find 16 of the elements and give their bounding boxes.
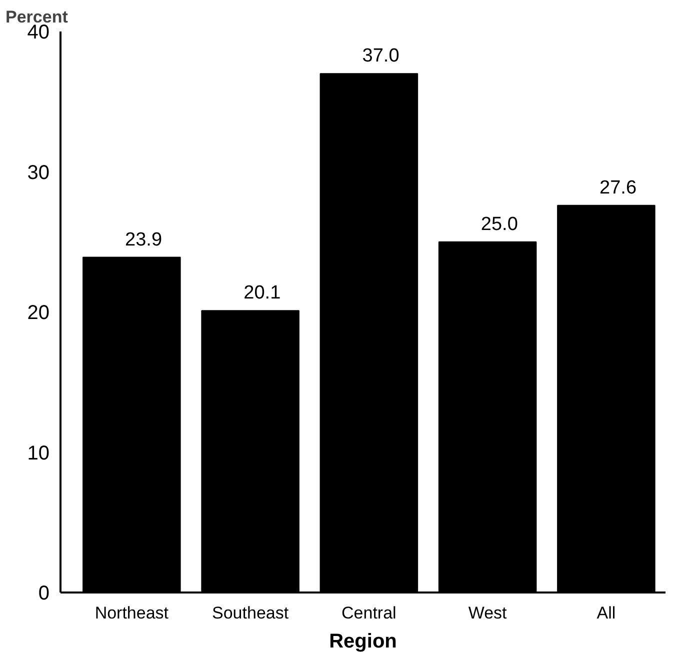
x-tick-label: Southeast xyxy=(212,604,289,622)
data-label: 27.6 xyxy=(600,177,637,198)
data-label: 25.0 xyxy=(480,214,518,235)
y-tick-label: 20 xyxy=(27,302,50,324)
data-label: 20.1 xyxy=(244,282,281,304)
data-label: 37.0 xyxy=(362,46,400,67)
y-tick-label: 40 xyxy=(27,22,50,44)
x-tick-label: West xyxy=(468,604,508,622)
y-tick-label: 0 xyxy=(38,582,50,604)
x-tick-label: Central xyxy=(342,604,396,622)
y-tick-label: 30 xyxy=(27,162,50,184)
x-tick-label: Northeast xyxy=(94,604,169,622)
y-tick-label: 10 xyxy=(27,442,50,464)
data-label: 23.9 xyxy=(125,229,162,250)
x-tick-label: All xyxy=(596,604,616,622)
x-axis-title: Region xyxy=(329,630,397,652)
